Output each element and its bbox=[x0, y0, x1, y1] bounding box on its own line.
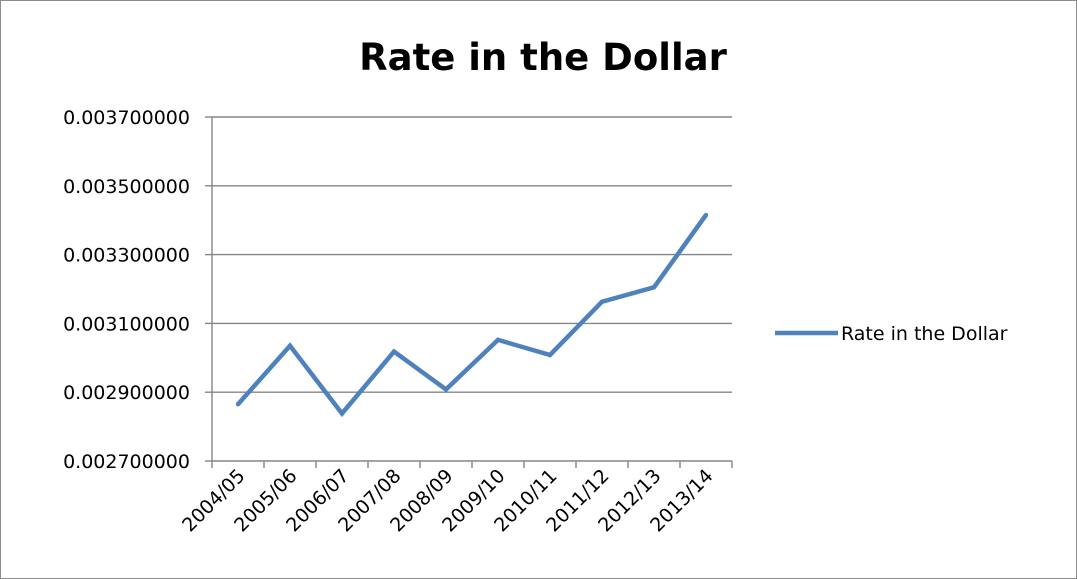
chart-title: Rate in the Dollar bbox=[359, 36, 727, 79]
data-point bbox=[391, 349, 397, 354]
y-tick-label: 0.003500000 bbox=[63, 176, 190, 198]
data-point bbox=[703, 212, 709, 218]
data-point bbox=[651, 285, 657, 290]
data-point bbox=[287, 343, 293, 348]
legend: Rate in the Dollar bbox=[775, 323, 1008, 345]
gridlines bbox=[212, 116, 732, 393]
y-tick-label: 0.003300000 bbox=[63, 245, 190, 267]
y-tick-label: 0.003700000 bbox=[63, 107, 190, 129]
data-point bbox=[339, 411, 345, 416]
data-point bbox=[547, 352, 553, 358]
x-axis-tick-labels: 2004/052005/062006/072007/082008/092009/… bbox=[178, 465, 717, 536]
data-point bbox=[599, 299, 605, 304]
series-line bbox=[236, 213, 708, 418]
legend-label: Rate in the Dollar bbox=[841, 323, 1008, 345]
data-point bbox=[443, 387, 449, 392]
data-point bbox=[235, 402, 241, 407]
y-tick-label: 0.002900000 bbox=[63, 382, 190, 404]
data-point bbox=[495, 337, 501, 343]
y-tick-label: 0.002700000 bbox=[63, 451, 190, 473]
axes bbox=[205, 116, 733, 468]
y-tick-label: 0.003100000 bbox=[63, 313, 190, 335]
series-layer bbox=[235, 212, 709, 418]
y-axis-tick-labels: 0.002700000 0.002900000 0.003100000 0.00330… bbox=[63, 107, 190, 473]
